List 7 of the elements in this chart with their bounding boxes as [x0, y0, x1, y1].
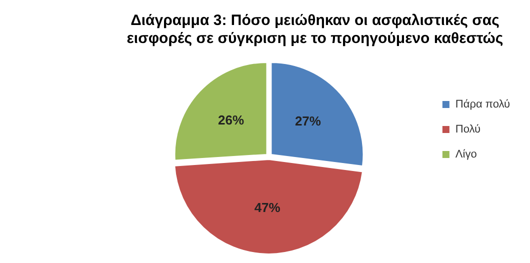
legend-label: Πάρα πολύ: [455, 98, 510, 111]
data-label: 47%: [254, 200, 281, 216]
legend-label: Λίγο: [455, 148, 477, 161]
data-label: 26%: [218, 112, 245, 128]
chart-title: Διάγραμμα 3: Πόσο μειώθηκαν οι ασφαλιστικές σας εισφορές σε σύγκριση με το προηγούμενο καθεστώς: [126, 12, 504, 48]
legend-label: Πολύ: [455, 124, 481, 136]
data-label: 27%: [294, 114, 322, 129]
